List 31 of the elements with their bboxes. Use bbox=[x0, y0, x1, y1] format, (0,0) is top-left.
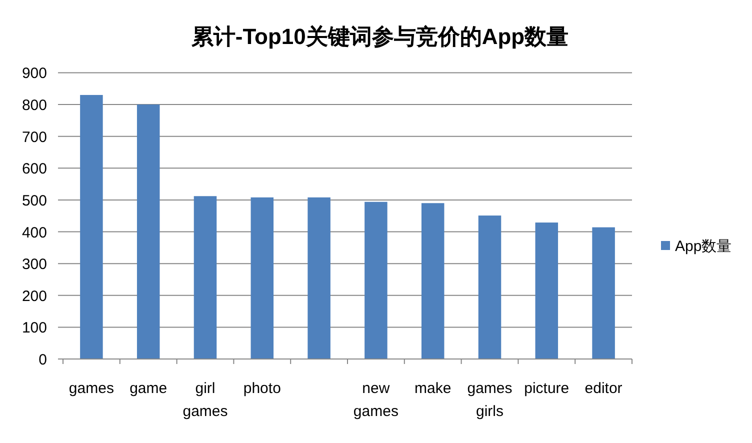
y-tick-label: 900 bbox=[22, 65, 47, 82]
bar bbox=[535, 222, 558, 359]
y-tick-label: 300 bbox=[22, 256, 47, 274]
x-tick-label: picture bbox=[524, 380, 570, 397]
y-tick-label: 400 bbox=[22, 224, 47, 242]
chart-title: 累计-Top10关键词参与竞价的App数量 bbox=[190, 24, 569, 49]
x-tick-label: games bbox=[68, 380, 114, 397]
y-tick-label: 0 bbox=[38, 352, 47, 368]
x-tick-label: girl games bbox=[182, 380, 228, 420]
x-tick-label: new games bbox=[353, 380, 398, 420]
bar bbox=[308, 197, 330, 359]
y-tick-label: 500 bbox=[22, 192, 47, 210]
x-tick-label: games girls bbox=[467, 380, 512, 420]
bar bbox=[592, 227, 615, 359]
bar bbox=[194, 196, 217, 359]
bar bbox=[421, 203, 444, 359]
bar bbox=[136, 104, 160, 359]
y-tick-label: 600 bbox=[22, 160, 47, 178]
y-tick-label: 100 bbox=[22, 320, 47, 337]
y-tick-label: 700 bbox=[22, 128, 47, 146]
bar bbox=[364, 202, 388, 359]
bar bbox=[250, 197, 274, 359]
bar bbox=[478, 216, 502, 359]
bar bbox=[80, 94, 103, 359]
x-tick-label: make bbox=[414, 380, 452, 397]
y-tick-label: 800 bbox=[22, 97, 47, 114]
legend-label: App数量 bbox=[675, 238, 732, 255]
x-tick-label: game bbox=[130, 380, 168, 397]
x-tick-label: photo bbox=[243, 380, 281, 397]
x-tick-label: editor bbox=[584, 380, 622, 397]
y-tick-label: 200 bbox=[22, 288, 47, 305]
